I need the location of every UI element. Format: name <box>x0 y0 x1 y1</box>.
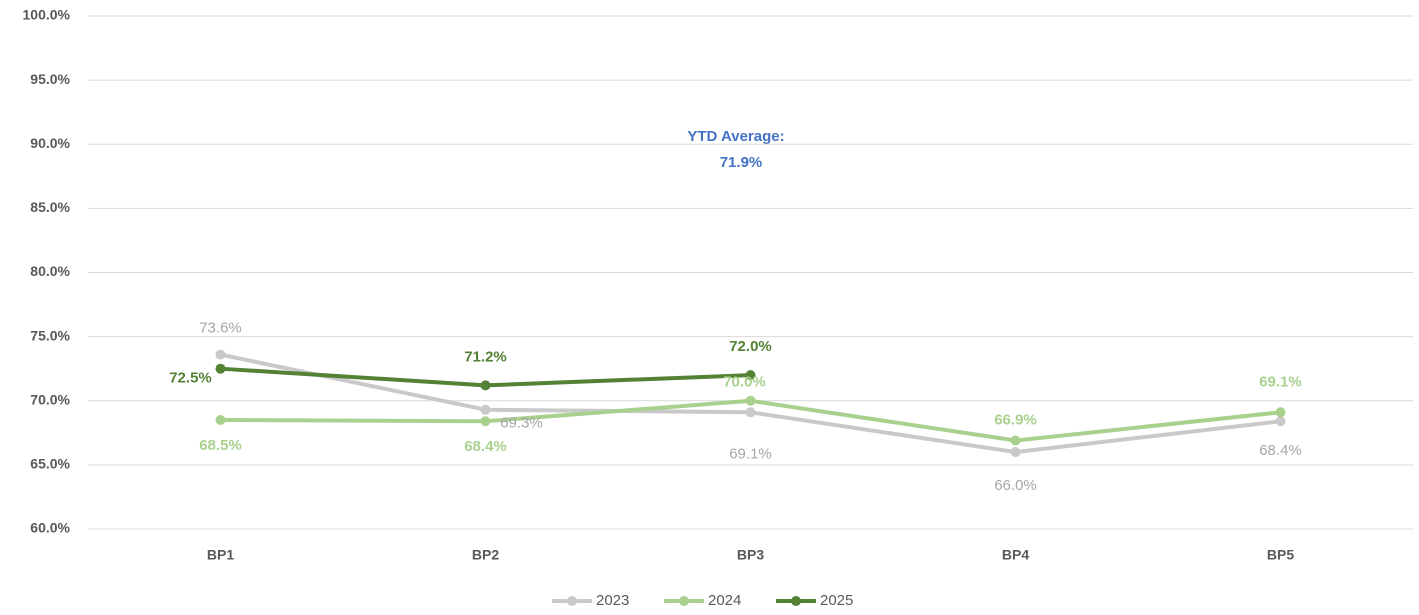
data-point <box>215 414 226 425</box>
data-label: 68.4% <box>1259 442 1302 459</box>
series-line <box>220 398 1281 443</box>
data-label: 73.6% <box>199 320 242 337</box>
data-label: 71.2% <box>464 348 507 365</box>
annotation: YTD Average: <box>687 128 784 145</box>
y-tick-label: 80.0% <box>30 263 70 279</box>
data-label: 66.0% <box>994 477 1037 494</box>
data-label: 72.0% <box>729 338 772 355</box>
legend-label: 2024 <box>708 592 741 609</box>
y-tick-label: 65.0% <box>30 456 70 472</box>
data-label: 69.3% <box>500 415 543 432</box>
y-tick-label: 95.0% <box>30 71 70 87</box>
data-point <box>215 363 226 374</box>
y-tick-label: 90.0% <box>30 135 70 151</box>
data-point <box>1010 447 1021 458</box>
data-label: 72.5% <box>169 370 212 387</box>
data-point <box>1010 435 1021 446</box>
x-tick-label: BP2 <box>472 547 499 563</box>
data-point <box>480 380 491 391</box>
legend-marker <box>791 596 801 606</box>
data-point <box>745 407 756 418</box>
data-point <box>1275 407 1286 418</box>
y-tick-label: 70.0% <box>30 391 70 407</box>
y-tick-label: 60.0% <box>30 520 70 536</box>
data-label: 69.1% <box>729 445 772 462</box>
data-point <box>1275 416 1286 427</box>
data-point <box>480 416 491 427</box>
data-point <box>215 349 226 360</box>
data-label: 66.9% <box>994 411 1037 428</box>
y-tick-label: 75.0% <box>30 327 70 343</box>
legend-label: 2025 <box>820 592 853 609</box>
y-tick-label: 100.0% <box>23 7 71 23</box>
legend-label: 2023 <box>596 592 629 609</box>
data-label: 68.5% <box>199 437 242 454</box>
annotation: 71.9% <box>720 154 763 171</box>
data-label: 68.4% <box>464 438 507 455</box>
data-label: 69.1% <box>1259 373 1302 390</box>
data-point <box>745 370 756 381</box>
x-tick-label: BP1 <box>207 547 234 563</box>
data-point <box>480 404 491 415</box>
legend-marker <box>679 596 689 606</box>
y-tick-label: 85.0% <box>30 199 70 215</box>
data-label: 70.0% <box>723 374 766 391</box>
data-point <box>745 395 756 406</box>
x-tick-label: BP3 <box>737 547 764 563</box>
legend-marker <box>567 596 577 606</box>
x-tick-label: BP4 <box>1002 547 1029 563</box>
x-tick-label: BP5 <box>1267 547 1294 563</box>
